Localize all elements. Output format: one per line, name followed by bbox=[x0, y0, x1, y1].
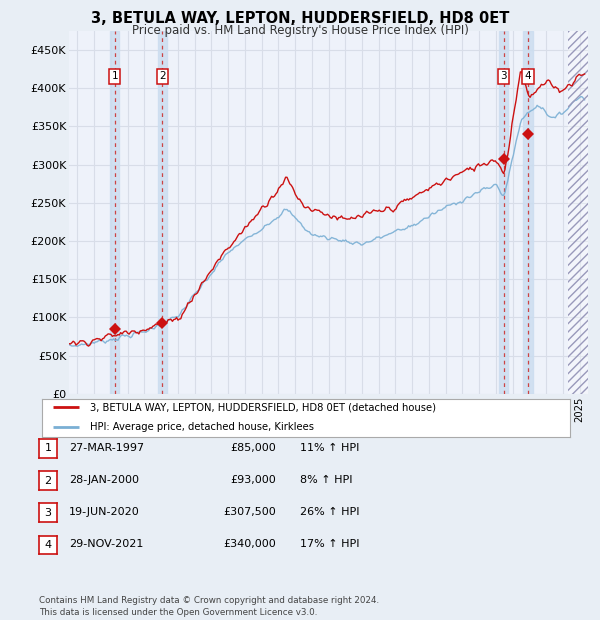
Text: £93,000: £93,000 bbox=[230, 475, 276, 485]
Text: Contains HM Land Registry data © Crown copyright and database right 2024.
This d: Contains HM Land Registry data © Crown c… bbox=[39, 596, 379, 617]
Text: 27-MAR-1997: 27-MAR-1997 bbox=[69, 443, 144, 453]
Text: 1: 1 bbox=[112, 71, 118, 81]
Text: £85,000: £85,000 bbox=[230, 443, 276, 453]
Text: £307,500: £307,500 bbox=[223, 507, 276, 517]
Text: HPI: Average price, detached house, Kirklees: HPI: Average price, detached house, Kirk… bbox=[89, 422, 314, 433]
Text: 4: 4 bbox=[44, 540, 52, 550]
Bar bbox=[158, 31, 167, 394]
Text: Price paid vs. HM Land Registry's House Price Index (HPI): Price paid vs. HM Land Registry's House … bbox=[131, 24, 469, 37]
Bar bbox=[499, 31, 508, 394]
Text: 3: 3 bbox=[44, 508, 52, 518]
Bar bbox=[568, 31, 588, 394]
Text: 8% ↑ HPI: 8% ↑ HPI bbox=[300, 475, 353, 485]
Text: 19-JUN-2020: 19-JUN-2020 bbox=[69, 507, 140, 517]
Bar bbox=[523, 31, 533, 394]
Bar bbox=[110, 31, 119, 394]
Text: 3, BETULA WAY, LEPTON, HUDDERSFIELD, HD8 0ET (detached house): 3, BETULA WAY, LEPTON, HUDDERSFIELD, HD8… bbox=[89, 402, 436, 412]
Text: 26% ↑ HPI: 26% ↑ HPI bbox=[300, 507, 359, 517]
Text: 28-JAN-2000: 28-JAN-2000 bbox=[69, 475, 139, 485]
Text: 29-NOV-2021: 29-NOV-2021 bbox=[69, 539, 143, 549]
Text: 17% ↑ HPI: 17% ↑ HPI bbox=[300, 539, 359, 549]
Text: 2: 2 bbox=[44, 476, 52, 485]
Bar bbox=[568, 31, 588, 394]
Text: 1: 1 bbox=[44, 443, 52, 453]
Text: £340,000: £340,000 bbox=[223, 539, 276, 549]
Text: 4: 4 bbox=[524, 71, 531, 81]
Text: 2: 2 bbox=[159, 71, 166, 81]
Text: 3: 3 bbox=[500, 71, 507, 81]
Text: 3, BETULA WAY, LEPTON, HUDDERSFIELD, HD8 0ET: 3, BETULA WAY, LEPTON, HUDDERSFIELD, HD8… bbox=[91, 11, 509, 26]
Bar bbox=[568, 31, 588, 394]
Text: 11% ↑ HPI: 11% ↑ HPI bbox=[300, 443, 359, 453]
